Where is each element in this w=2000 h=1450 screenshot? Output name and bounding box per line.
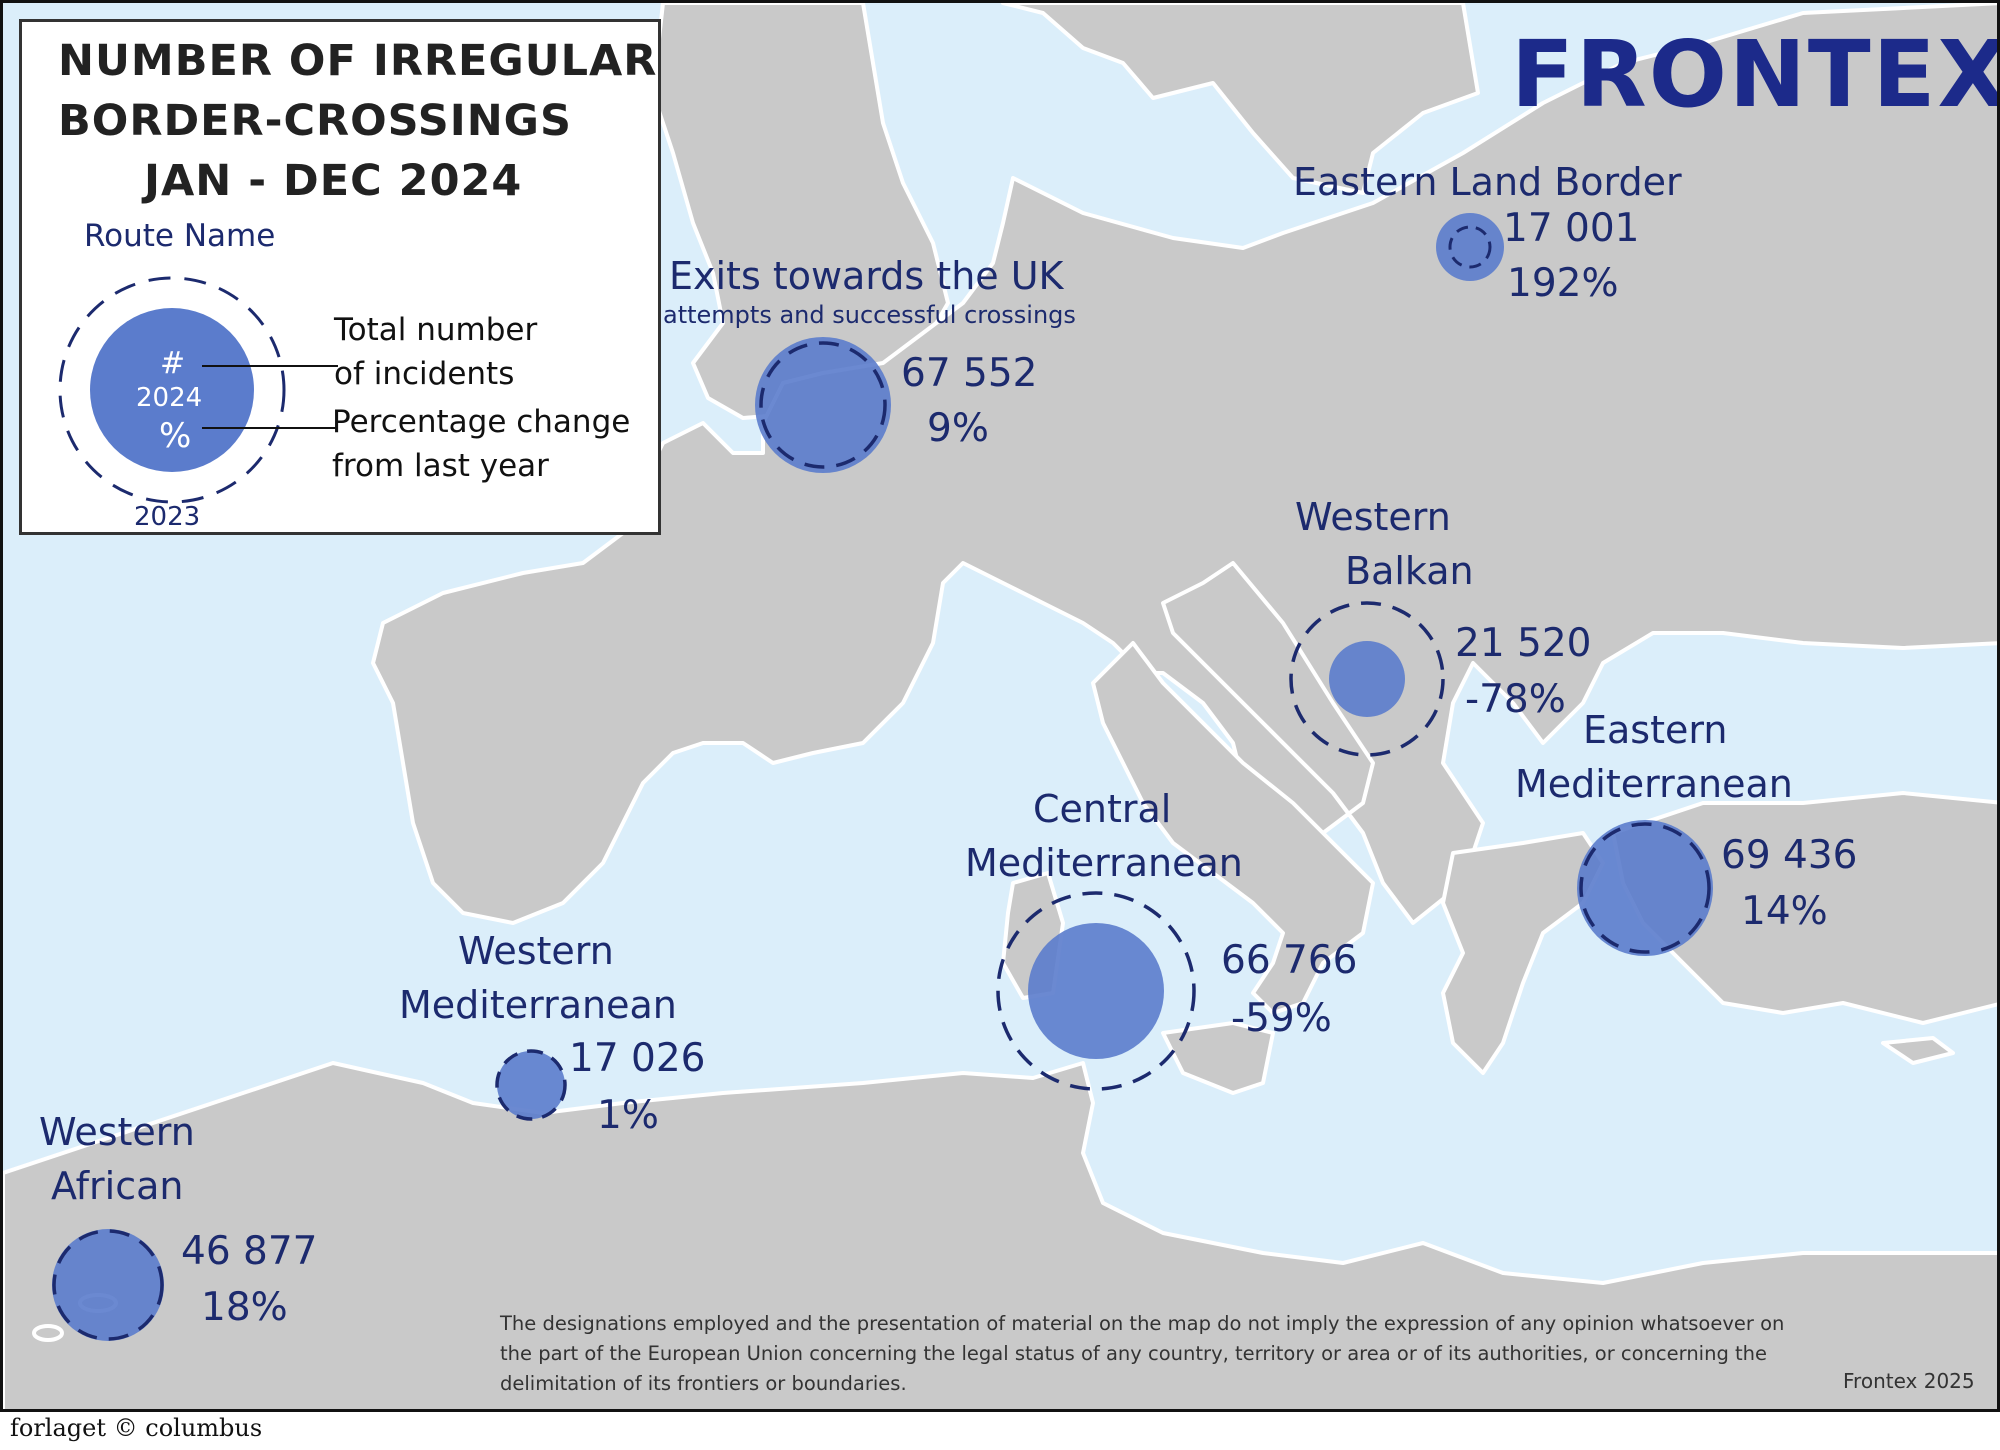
route-western-balkan-outline xyxy=(1289,601,1445,757)
legend-route-name: Route Name xyxy=(84,218,276,254)
route-uk-value: 67 552 xyxy=(901,351,1038,396)
route-western-african-outline xyxy=(52,1229,164,1341)
map-title-line-1: NUMBER OF IRREGULAR xyxy=(58,36,658,86)
route-western-african-name-1: Western xyxy=(39,1110,195,1154)
route-central-med-outline xyxy=(996,891,1196,1091)
legend-prev-year: 2023 xyxy=(134,502,201,532)
route-eastern-med-bubble xyxy=(1577,820,1713,956)
disclaimer-text: The designations employed and the presen… xyxy=(500,1312,1785,1395)
route-eastern-med-name-1: Eastern xyxy=(1583,708,1728,752)
legend-pct-label-1: Percentage change xyxy=(332,404,631,440)
route-western-med-change: 1% xyxy=(597,1093,659,1138)
route-uk-bubble xyxy=(755,337,891,473)
legend-symbol-pct: % xyxy=(159,416,192,456)
route-eastern-med-change: 14% xyxy=(1741,889,1828,934)
route-western-med-name-2: Mediterranean xyxy=(399,983,677,1027)
legend-symbol-count: # xyxy=(160,346,186,381)
map-title-line-3: JAN - DEC 2024 xyxy=(144,156,523,206)
route-eastern-land-outline xyxy=(1448,225,1492,269)
route-central-med-name-1: Central xyxy=(1033,787,1172,831)
legend-symbol-year: 2024 xyxy=(136,383,203,413)
route-uk-subtitle: attempts and successful crossings xyxy=(663,301,1076,329)
route-western-balkan-value: 21 520 xyxy=(1455,621,1592,666)
route-bubbles xyxy=(52,213,1713,1341)
route-central-med-value: 66 766 xyxy=(1221,938,1358,983)
map-frame: FRONTEX NUMBER OF IRREGULAR BORDER-CROSS… xyxy=(0,0,2000,1412)
land-scandinavia xyxy=(1001,3,1480,195)
route-western-african-name-2: African xyxy=(51,1164,184,1208)
land-sicily xyxy=(1161,1021,1275,1095)
land-north-africa xyxy=(3,1061,1997,1409)
route-eastern-land-value: 17 001 xyxy=(1503,206,1640,251)
route-western-african-bubble xyxy=(52,1229,164,1341)
route-eastern-med-outline xyxy=(1579,822,1711,954)
route-eastern-land-name: Eastern Land Border xyxy=(1293,160,1682,204)
route-central-med-name-2: Mediterranean xyxy=(965,841,1243,885)
map-base xyxy=(3,3,1997,1409)
map-title-line-2: BORDER-CROSSINGS xyxy=(58,96,572,146)
legend-outline-2023 xyxy=(58,276,286,504)
route-western-african-change: 18% xyxy=(201,1285,288,1330)
route-uk-name: Exits towards the UK xyxy=(669,254,1064,298)
route-eastern-med-name-2: Mediterranean xyxy=(1515,762,1793,806)
legend-count-label-1: Total number xyxy=(334,312,538,348)
route-central-med-bubble xyxy=(1028,923,1164,1059)
route-western-balkan-change: -78% xyxy=(1465,677,1566,722)
legend-symbol xyxy=(58,276,338,504)
route-eastern-land-bubble xyxy=(1436,213,1504,281)
land-cyprus xyxy=(1881,1036,1955,1065)
route-western-balkan-bubble xyxy=(1329,641,1405,717)
legend-bubble-2024 xyxy=(90,308,254,472)
frontex-logo: FRONTEX xyxy=(1511,21,2000,128)
land-greece xyxy=(1441,831,1605,1075)
land-continental-europe xyxy=(371,3,1997,925)
legend-count-label-2: of incidents xyxy=(334,356,515,392)
route-eastern-med-value: 69 436 xyxy=(1721,833,1858,878)
route-uk-change: 9% xyxy=(927,406,989,451)
route-western-balkan-name-1: Western xyxy=(1295,495,1451,539)
route-western-med-name-1: Western xyxy=(458,929,614,973)
publisher-credit: forlaget © columbus xyxy=(10,1414,263,1442)
route-western-med-value: 17 026 xyxy=(569,1036,706,1081)
route-western-med-bubble xyxy=(497,1051,565,1119)
route-western-med-outline xyxy=(495,1049,567,1121)
route-central-med-change: -59% xyxy=(1231,996,1332,1041)
route-western-balkan-name-2: Balkan xyxy=(1345,549,1474,593)
legend-pct-label-2: from last year xyxy=(332,448,549,484)
source-credit: Frontex 2025 xyxy=(1843,1369,1975,1393)
route-western-african-value: 46 877 xyxy=(181,1229,318,1274)
land-italy xyxy=(1091,641,1375,1015)
land-canary-island xyxy=(32,1324,64,1342)
route-uk-outline xyxy=(759,341,887,469)
legend-box: NUMBER OF IRREGULAR BORDER-CROSSINGS JAN… xyxy=(19,19,661,535)
route-eastern-land-change: 192% xyxy=(1507,261,1619,306)
